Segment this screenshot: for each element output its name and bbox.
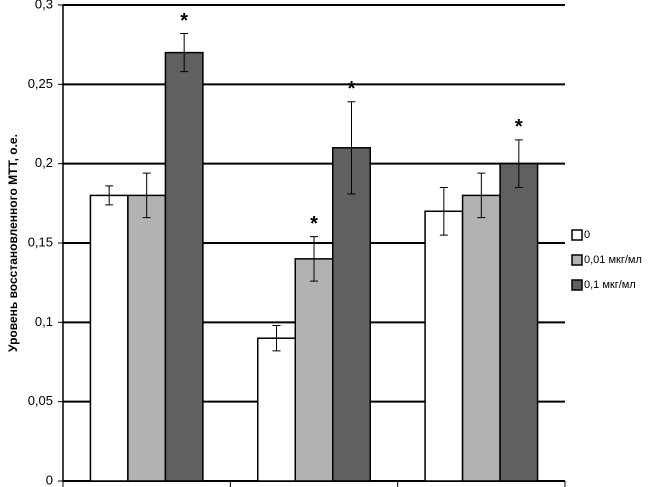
bar <box>164 51 204 482</box>
y-tick-label: 0,05 <box>28 393 53 408</box>
legend-swatch <box>571 254 583 266</box>
legend-swatch <box>571 279 583 291</box>
significance-marker: * <box>310 213 318 235</box>
error-bar <box>272 325 281 352</box>
error-bar <box>477 172 486 219</box>
y-tick-label: 0,25 <box>28 76 53 91</box>
legend-swatch <box>571 229 583 241</box>
bar <box>499 162 539 482</box>
y-tick-label: 0,2 <box>35 155 53 170</box>
bar <box>89 194 129 482</box>
y-tick-label: 0 <box>46 472 53 487</box>
legend-label: 0 <box>584 229 590 241</box>
legend-label: 0,1 мкг/мл <box>584 279 636 291</box>
error-bar <box>310 236 318 282</box>
y-tick-label: 0,3 <box>35 0 53 11</box>
bar <box>127 194 167 482</box>
bar <box>424 210 464 482</box>
y-axis-label: Уровень восстановленного МТТ, о.е. <box>6 134 20 352</box>
legend-label: 0,01 мкг/мл <box>584 254 642 266</box>
bar <box>461 194 501 482</box>
significance-marker: * <box>348 78 356 100</box>
y-tick-label: 0,15 <box>28 234 53 249</box>
y-tick-label: 0,1 <box>35 314 53 329</box>
error-bar <box>514 139 523 188</box>
error-bar <box>105 185 114 206</box>
significance-marker: * <box>180 10 188 32</box>
bar <box>332 147 371 482</box>
error-bar <box>347 101 356 195</box>
bar <box>294 258 334 482</box>
bar <box>257 337 296 482</box>
significance-marker: * <box>515 116 523 138</box>
error-bar <box>180 33 189 73</box>
error-bar <box>142 172 151 219</box>
error-bar <box>439 186 448 236</box>
